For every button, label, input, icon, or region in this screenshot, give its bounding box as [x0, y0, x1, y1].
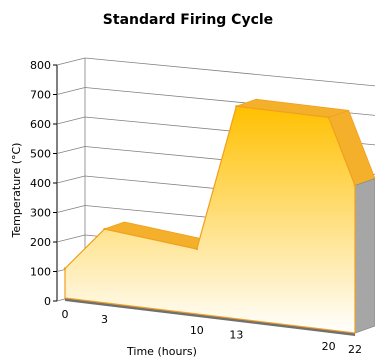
y-tick-label: 400	[30, 177, 51, 190]
x-tick-label: 3	[101, 313, 108, 326]
data-point	[353, 184, 357, 187]
y-tick-labels: 0 100 200 300 400 500 600 700 800	[30, 59, 51, 308]
area-series	[63, 98, 375, 334]
y-tick-label: 100	[30, 266, 51, 279]
gridline-wall	[56, 57, 86, 66]
gridline-wall	[56, 205, 86, 213]
data-point	[63, 267, 67, 270]
area-side	[354, 178, 375, 334]
y-axis-label: Temperature (°C)	[10, 143, 23, 239]
y-tick-label: 300	[30, 207, 51, 220]
chart-title: Standard Firing Cycle	[103, 12, 273, 28]
y-tick-label: 700	[30, 89, 51, 102]
x-tick-label: 0	[62, 308, 69, 321]
data-point	[327, 116, 330, 119]
gridline-wall	[56, 146, 86, 154]
data-point	[103, 227, 106, 231]
data-point	[235, 105, 238, 108]
y-tick-label: 200	[30, 236, 51, 249]
floor-edge	[65, 298, 355, 336]
gridline-wall	[56, 234, 86, 243]
gridline-wall	[56, 116, 86, 125]
x-tick-label: 20	[322, 340, 336, 353]
x-axis-label: Time (hours)	[126, 345, 197, 358]
gridline-wall	[56, 175, 86, 184]
gridline-back	[84, 57, 375, 87]
x-tick-labels: 0 3 10 13 20 22	[62, 308, 363, 356]
y-tick-label: 600	[30, 118, 51, 131]
data-point	[195, 247, 199, 251]
area-front	[64, 105, 356, 334]
x-tick-label: 22	[348, 343, 362, 356]
x-tick-label: 13	[229, 329, 243, 342]
y-tick-label: 0	[44, 295, 51, 308]
gridline-wall	[56, 87, 86, 95]
y-tick-label: 800	[30, 59, 51, 72]
y-tick-label: 500	[30, 148, 51, 161]
x-tick-label: 10	[190, 324, 204, 337]
